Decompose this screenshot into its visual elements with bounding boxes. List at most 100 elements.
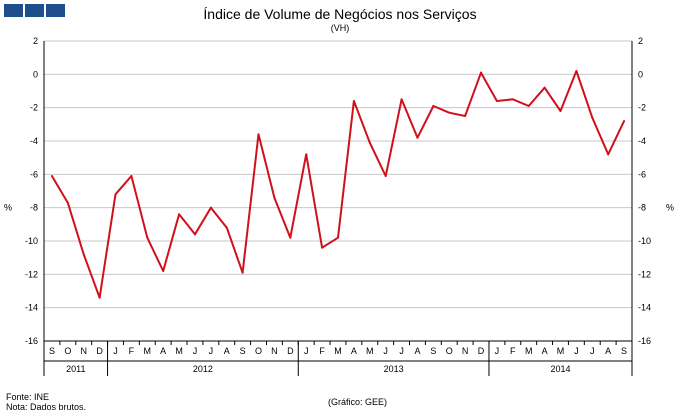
x-tick-label: J [574, 346, 579, 356]
x-tick-label: S [430, 346, 436, 356]
y-axis-label-left: % [4, 203, 12, 213]
x-tick-label: J [590, 346, 595, 356]
year-label: 2012 [193, 364, 213, 374]
x-tick-label: J [495, 346, 500, 356]
data-point [178, 213, 181, 216]
x-tick-label: A [224, 346, 230, 356]
y-tick-label-left: -2 [30, 103, 38, 113]
y-tick-label-right: 0 [638, 69, 643, 79]
data-point [162, 270, 165, 272]
x-tick-label: D [96, 346, 103, 356]
chart-credit: (Gráfico: GEE) [328, 397, 388, 407]
x-tick-label: F [319, 346, 325, 356]
x-tick-label: S [49, 346, 55, 356]
data-point [289, 236, 292, 239]
y-tick-label-right: -2 [638, 103, 646, 113]
data-point [416, 136, 419, 139]
y-tick-label-left: -8 [30, 203, 38, 213]
x-tick-label: A [542, 346, 548, 356]
data-point [225, 226, 228, 229]
x-tick-label: A [414, 346, 420, 356]
data-point [448, 111, 451, 114]
x-tick-label: O [255, 346, 262, 356]
x-tick-label: M [144, 346, 152, 356]
x-tick-label: F [129, 346, 135, 356]
data-point [193, 233, 196, 236]
data-point [98, 296, 101, 299]
year-label: 2011 [66, 364, 85, 374]
data-point [321, 246, 324, 249]
x-tick-label: O [64, 346, 71, 356]
year-label: 2013 [384, 364, 404, 374]
x-tick-label: M [334, 346, 342, 356]
y-tick-label-right: -6 [638, 169, 646, 179]
y-tick-label-left: -4 [30, 136, 38, 146]
data-point [82, 253, 85, 256]
chart-subtitle: (VH) [330, 23, 350, 33]
y-tick-label-left: -14 [25, 303, 38, 313]
y-tick-label-right: -4 [638, 136, 646, 146]
data-point [575, 70, 578, 72]
x-tick-label: J [209, 346, 214, 356]
chart-title: Índice de Volume de Negócios nos Serviço… [203, 6, 477, 22]
data-note: Nota: Dados brutos. [6, 402, 87, 412]
x-tick-label: F [510, 346, 516, 356]
data-point [480, 71, 483, 74]
x-tick-label: M [366, 346, 374, 356]
data-point [384, 175, 387, 177]
y-tick-label-left: -10 [25, 236, 38, 246]
x-tick-label: J [304, 346, 309, 356]
y-tick-label-right: 2 [638, 36, 643, 46]
data-point [591, 116, 594, 119]
data-point [623, 120, 626, 122]
data-point [130, 175, 133, 177]
x-tick-label: M [175, 346, 183, 356]
y-tick-label-left: -12 [25, 269, 38, 279]
y-tick-label-right: -16 [638, 336, 651, 346]
x-tick-label: N [462, 346, 469, 356]
data-point [114, 193, 117, 196]
x-tick-label: A [160, 346, 166, 356]
data-point [432, 105, 435, 107]
x-tick-label: N [80, 346, 87, 356]
data-point [527, 105, 530, 107]
data-point [464, 115, 467, 117]
data-point [66, 201, 69, 204]
x-tick-label: D [287, 346, 294, 356]
data-point [241, 271, 244, 274]
x-tick-label: J [399, 346, 404, 356]
source-note: Fonte: INE [6, 392, 50, 402]
data-point [209, 206, 212, 209]
x-tick-label: O [446, 346, 453, 356]
x-tick-label: A [351, 346, 357, 356]
data-point [146, 236, 149, 239]
data-point [337, 236, 339, 239]
data-point [352, 100, 355, 102]
y-tick-label-right: -10 [638, 236, 651, 246]
y-tick-label-left: -6 [30, 169, 38, 179]
x-tick-label: A [605, 346, 611, 356]
x-tick-label: S [240, 346, 246, 356]
logo-block [4, 4, 23, 17]
x-tick-label: J [113, 346, 118, 356]
data-point [559, 110, 562, 112]
data-point [257, 133, 260, 136]
y-tick-label-left: 0 [33, 69, 38, 79]
y-tick-label-right: -8 [638, 203, 646, 213]
y-tick-label-left: -16 [25, 336, 38, 346]
logo-block [46, 4, 65, 17]
y-tick-label-right: -14 [638, 303, 651, 313]
data-point [511, 98, 514, 101]
x-tick-label: M [525, 346, 533, 356]
data-point [50, 175, 53, 177]
logo-block [25, 4, 44, 17]
y-tick-label-left: 2 [33, 36, 38, 46]
year-label: 2014 [550, 364, 570, 374]
series-line-vh [51, 70, 626, 299]
x-tick-label: J [383, 346, 388, 356]
x-tick-label: J [193, 346, 198, 356]
y-axis-label-right: % [666, 203, 674, 213]
x-tick-label: M [557, 346, 565, 356]
data-point [495, 100, 498, 102]
